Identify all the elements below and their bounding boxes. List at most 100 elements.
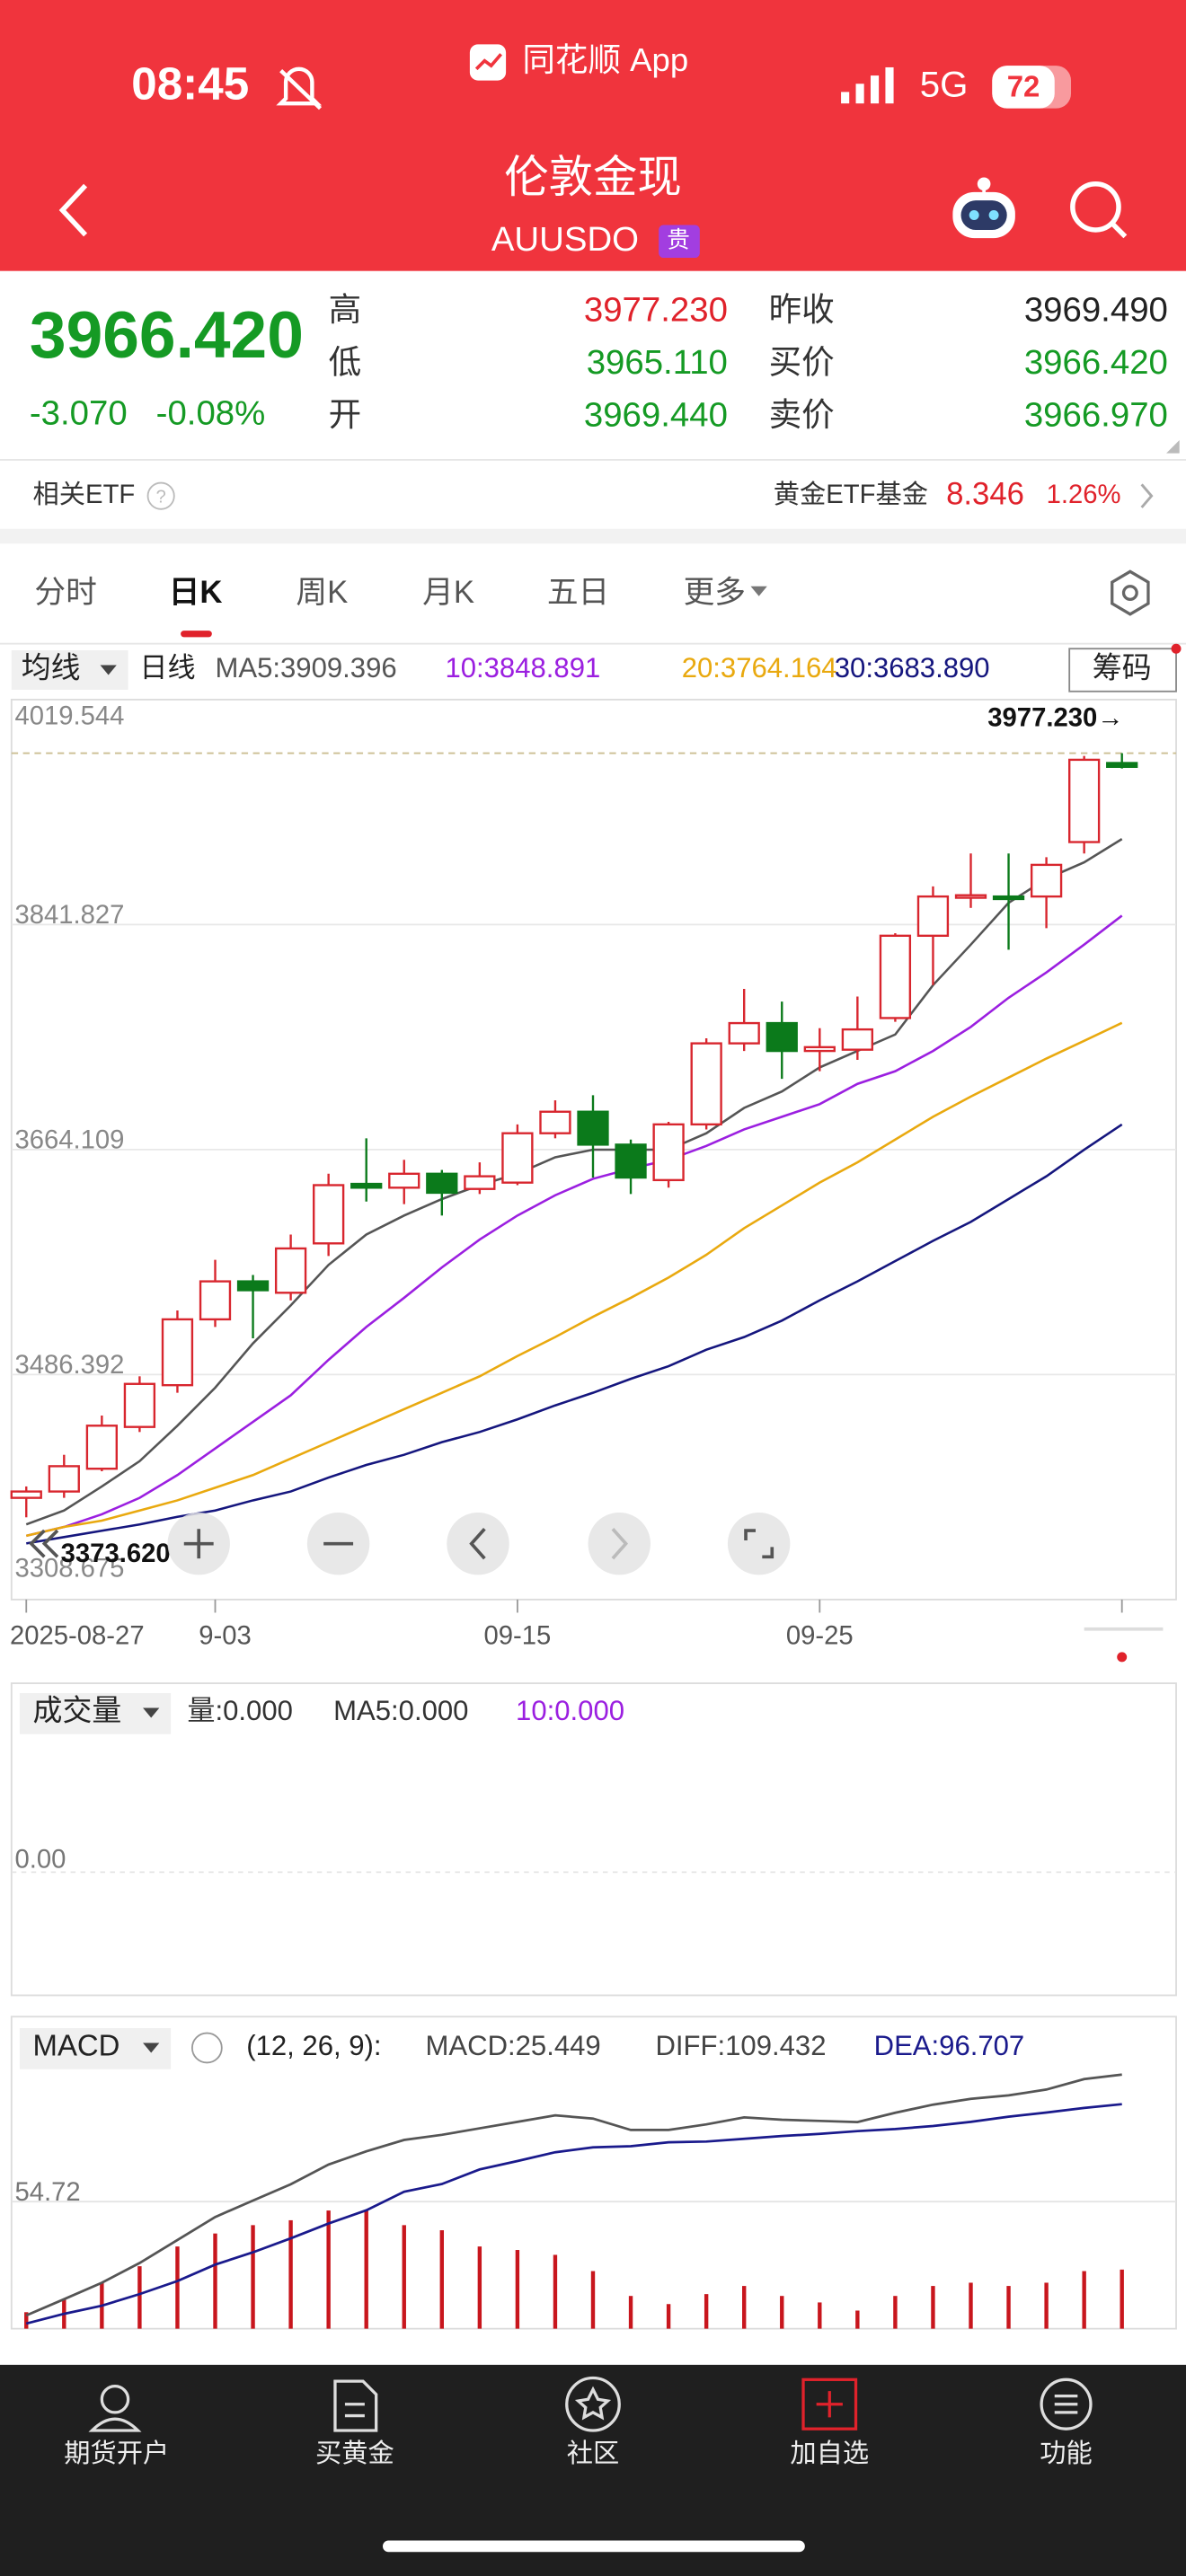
tab-underline bbox=[181, 631, 212, 638]
panel-frame bbox=[10, 1682, 1177, 1997]
candle-body bbox=[992, 895, 1025, 901]
price-change-pct: -0.08% bbox=[156, 394, 266, 433]
candle-body bbox=[615, 1143, 647, 1179]
candle-body bbox=[1030, 863, 1063, 898]
macd-bar bbox=[175, 2246, 180, 2329]
candle-body bbox=[10, 1490, 42, 1499]
quote-value: 3966.420 bbox=[1024, 343, 1168, 382]
tab[interactable]: 月K bbox=[422, 576, 474, 610]
macd-bar bbox=[137, 2266, 142, 2329]
nav-icons bbox=[88, 2376, 1093, 2432]
y-tick-label: 3841.827 bbox=[14, 901, 124, 930]
candle-body bbox=[954, 894, 987, 899]
quote-fields: 高 3977.230 低 3965.110 开 3969.440 昨收 3969.490 买价 3… bbox=[329, 291, 1168, 435]
legend-entry: MA5:0.000 bbox=[333, 1695, 468, 1726]
tab[interactable]: 分时 bbox=[34, 576, 96, 610]
tabs: 分时 日K 周K 月K 五日 更多 bbox=[34, 575, 746, 610]
latest-dot bbox=[1117, 1652, 1128, 1663]
period: 日线 bbox=[139, 652, 195, 684]
quote-value: 3966.970 bbox=[1024, 396, 1168, 435]
tab[interactable]: 日K bbox=[169, 576, 223, 610]
y-tick-label: 54.72 bbox=[14, 2178, 80, 2207]
y-tick-label: 3308.675 bbox=[14, 1555, 124, 1584]
selector[interactable]: 成交量 bbox=[33, 1694, 122, 1727]
nav-item[interactable]: 社区 bbox=[567, 2439, 619, 2468]
back-button[interactable] bbox=[58, 183, 88, 237]
search-icon[interactable] bbox=[1070, 181, 1128, 239]
selector-bg[interactable] bbox=[19, 1693, 172, 1734]
quote-label: 卖价 bbox=[769, 396, 835, 433]
y-tick-label: 0.00 bbox=[14, 1845, 66, 1874]
candle-body bbox=[728, 1021, 760, 1045]
legend-entry: 20:3764.164 bbox=[682, 652, 837, 684]
more-caret bbox=[750, 586, 767, 596]
macd-bar bbox=[931, 2286, 935, 2329]
selector-bg[interactable] bbox=[19, 2028, 172, 2069]
macd-bar bbox=[628, 2296, 633, 2329]
volume-chart: 成交量 量:0.000 MA5:0.000 10:0.000 0.00 bbox=[10, 1682, 1177, 1997]
ma-line bbox=[25, 914, 1123, 1538]
selector-caret bbox=[143, 2042, 160, 2053]
tab[interactable]: 周K bbox=[296, 576, 348, 610]
move-left[interactable] bbox=[447, 1512, 509, 1575]
candle-body bbox=[652, 1123, 685, 1182]
status-network: 5G bbox=[920, 65, 969, 105]
tab[interactable]: 五日 bbox=[547, 576, 609, 610]
help-icon[interactable] bbox=[146, 481, 175, 510]
macd-bar bbox=[1120, 2269, 1124, 2329]
nav-item[interactable]: 加自选 bbox=[790, 2439, 869, 2468]
ma-line bbox=[26, 1123, 1123, 1545]
macd-bar bbox=[213, 2233, 217, 2329]
chips-button-bg[interactable] bbox=[1068, 648, 1177, 693]
tab[interactable]: 更多 bbox=[684, 575, 746, 610]
candle-body bbox=[501, 1132, 534, 1184]
notice-dot bbox=[1171, 643, 1182, 654]
candle-body bbox=[48, 1465, 80, 1493]
indicator-selector[interactable]: 均线 bbox=[22, 651, 81, 684]
etf-arrow[interactable] bbox=[1140, 483, 1154, 508]
selector[interactable]: MACD bbox=[33, 2029, 120, 2062]
etf-name[interactable]: 黄金ETF基金 bbox=[774, 480, 928, 509]
macd-bar bbox=[402, 2225, 406, 2329]
quote-value: 3977.230 bbox=[584, 291, 728, 330]
corner-mark bbox=[1166, 440, 1180, 454]
instrument-code: AUUSDO bbox=[491, 220, 639, 259]
etf-price: 8.346 bbox=[946, 477, 1024, 511]
macd-bar bbox=[364, 2210, 368, 2329]
candle-body bbox=[464, 1175, 496, 1190]
macd-line bbox=[25, 2103, 1122, 2325]
macd-bar bbox=[24, 2312, 29, 2329]
candle-body bbox=[766, 1021, 798, 1053]
max-annotation: 3977.230→ bbox=[987, 704, 1123, 733]
move-right[interactable] bbox=[588, 1512, 651, 1575]
settings-icon[interactable] bbox=[1111, 569, 1150, 616]
macd-bar bbox=[855, 2310, 860, 2329]
chips-button[interactable]: 筹码 bbox=[1093, 651, 1152, 684]
nav-item[interactable]: 功能 bbox=[1040, 2439, 1092, 2468]
status-time: 08:45 bbox=[131, 57, 249, 109]
page-title: 伦敦金现 bbox=[504, 153, 681, 202]
candle-body bbox=[803, 1045, 836, 1053]
macd-bar bbox=[666, 2304, 671, 2329]
selector-caret bbox=[100, 665, 117, 675]
macd-bar bbox=[893, 2296, 898, 2329]
candle-body bbox=[841, 1028, 873, 1051]
candle-body bbox=[313, 1184, 345, 1245]
robot-icon[interactable] bbox=[952, 177, 1015, 239]
nav-item[interactable]: 买黄金 bbox=[315, 2439, 394, 2468]
candle-body bbox=[690, 1042, 722, 1126]
quote-label: 高 bbox=[329, 291, 362, 328]
legend-entry: DIFF:109.432 bbox=[655, 2030, 826, 2061]
signal-icon bbox=[841, 66, 894, 104]
section-gap bbox=[0, 528, 1186, 544]
help-icon-glyph: ? bbox=[156, 487, 166, 507]
x-tick-label: 9-03 bbox=[199, 1622, 252, 1651]
help-icon[interactable] bbox=[190, 2032, 223, 2064]
nav-item[interactable]: 期货开户 bbox=[64, 2439, 169, 2468]
candle-body bbox=[388, 1172, 420, 1189]
fullscreen[interactable] bbox=[727, 1512, 791, 1575]
ma-line bbox=[25, 838, 1123, 1526]
y-tick-label: 4019.544 bbox=[14, 702, 124, 731]
